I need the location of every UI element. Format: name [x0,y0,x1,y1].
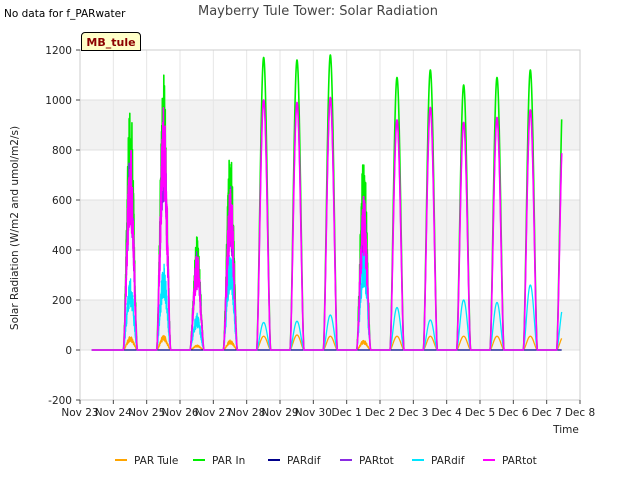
x-tick-label: Dec 5 [465,407,495,419]
legend-label: PARtot [359,455,394,467]
legend-label: PAR Tule [134,455,178,467]
x-tick-label: Dec 6 [498,407,529,419]
x-axis-label: Time [552,424,579,436]
y-tick-label: 800 [52,145,72,157]
y-tick-label: -200 [48,395,72,407]
y-tick-label: 600 [52,195,72,207]
x-tick-label: Dec 4 [431,407,462,419]
grid-band [80,300,580,350]
x-tick-label: Nov 29 [261,407,298,419]
x-tick-label: Nov 23 [61,407,98,419]
legend-label: PAR In [212,455,245,467]
x-tick-label: Nov 27 [195,407,232,419]
y-tick-label: 200 [52,295,72,307]
x-tick-label: Dec 1 [331,407,361,419]
x-tick-label: Dec 2 [365,407,395,419]
y-tick-label: 0 [65,345,72,357]
x-tick-label: Nov 28 [228,407,265,419]
x-tick-label: Dec 8 [565,407,595,419]
legend: PAR Tule PAR In PARdif PARtot PARdif PARtot [115,455,537,467]
y-tick-label: 400 [52,245,72,257]
site-badge: MB_tule [81,32,141,51]
y-axis-label: Solar Radiation (W/m2 and umol/m2/s) [9,126,21,330]
legend-label: PARdif [431,455,465,467]
y-tick-label: 1200 [45,45,72,57]
x-tick-label: Nov 30 [295,407,332,419]
x-tick-label: Dec 3 [398,407,428,419]
y-tick-label: 1000 [45,95,72,107]
legend-label: PARdif [287,455,321,467]
chart-title: Mayberry Tule Tower: Solar Radiation [198,4,438,19]
legend-label: PARtot [502,455,537,467]
grid-band [80,200,580,250]
x-tick-label: Dec 7 [531,407,561,419]
no-data-notice: No data for f_PARwater [4,8,126,20]
series-line-partot-5 [91,96,563,351]
x-tick-label: Nov 26 [161,407,199,419]
plot-frame [79,49,581,401]
x-tick-label: Nov 25 [128,407,165,419]
x-tick-label: Nov 24 [95,407,133,419]
